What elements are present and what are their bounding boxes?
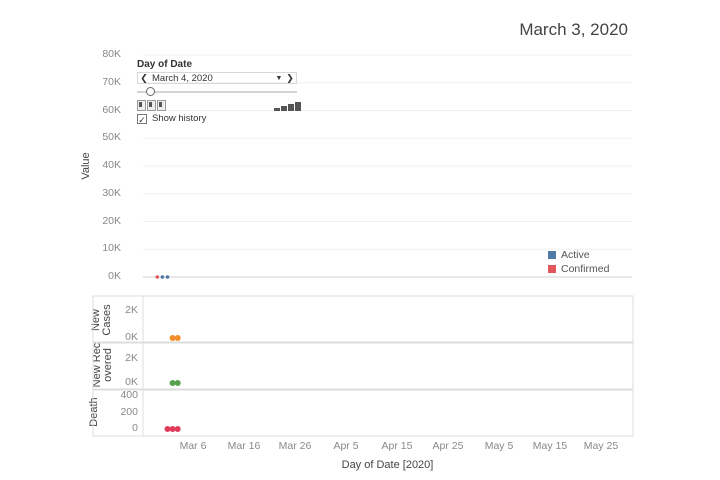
main-y-tick: 40K bbox=[102, 159, 121, 171]
step-back-icon[interactable] bbox=[137, 100, 146, 111]
x-tick: Mar 26 bbox=[278, 440, 312, 452]
main-y-tick: 80K bbox=[102, 48, 121, 60]
legend-label-confirmed: Confirmed bbox=[561, 263, 610, 275]
x-tick: May 5 bbox=[484, 440, 514, 452]
panel-y-tick: 0 bbox=[132, 422, 138, 434]
data-point[interactable] bbox=[165, 275, 170, 279]
slider-thumb[interactable] bbox=[146, 87, 155, 96]
play-icon[interactable] bbox=[147, 100, 156, 111]
data-point[interactable] bbox=[155, 275, 160, 279]
main-y-tick: 0K bbox=[108, 270, 121, 282]
panel-y-tick: 0K bbox=[125, 331, 138, 343]
chart-marks bbox=[155, 275, 181, 432]
data-point[interactable] bbox=[169, 335, 176, 341]
page-title: March 3, 2020 bbox=[519, 20, 628, 39]
x-tick: May 15 bbox=[532, 440, 568, 452]
panel-y-tick: 2K bbox=[125, 304, 138, 316]
main-y-tick: 70K bbox=[102, 75, 121, 88]
show-history-control[interactable]: ✓ Show history bbox=[137, 113, 307, 125]
x-tick: Apr 15 bbox=[381, 440, 413, 452]
data-point[interactable] bbox=[174, 426, 181, 432]
slider-line bbox=[137, 91, 297, 93]
date-dropdown-value: March 4, 2020 bbox=[152, 72, 213, 84]
data-point[interactable] bbox=[164, 426, 171, 432]
x-tick: May 25 bbox=[583, 440, 619, 452]
legend: Active Confirmed bbox=[548, 248, 609, 276]
main-gridlines bbox=[143, 54, 632, 278]
data-point[interactable] bbox=[160, 275, 165, 279]
legend-label-active: Active bbox=[561, 249, 590, 261]
legend-item-active[interactable]: Active bbox=[548, 248, 609, 262]
slider-title: Day of Date bbox=[137, 59, 193, 70]
main-y-tick: 60K bbox=[102, 103, 121, 116]
legend-swatch-confirmed bbox=[548, 265, 556, 273]
data-point[interactable] bbox=[174, 380, 181, 386]
x-tick: Mar 6 bbox=[179, 440, 207, 452]
panel-y-tick: 400 bbox=[120, 389, 138, 401]
main-y-tick: 20K bbox=[102, 214, 121, 227]
panel-y-tick: 0K bbox=[125, 376, 138, 388]
data-point[interactable] bbox=[169, 426, 176, 432]
playback-controls bbox=[137, 100, 301, 111]
show-history-checkbox[interactable]: ✓ bbox=[137, 113, 147, 125]
step-forward-icon[interactable] bbox=[157, 100, 166, 111]
x-tick: Apr 25 bbox=[432, 440, 464, 452]
legend-swatch-active bbox=[548, 251, 556, 259]
main-y-tick: 50K bbox=[102, 131, 121, 144]
x-tick: Apr 5 bbox=[333, 440, 359, 452]
speed-icon[interactable] bbox=[273, 100, 301, 111]
panel-frame-new-cases bbox=[92, 295, 634, 343]
chevron-right-icon[interactable]: ❯ bbox=[286, 72, 294, 83]
caret-down-icon[interactable]: ▼ bbox=[275, 74, 283, 82]
panel-frame-death bbox=[92, 389, 634, 437]
date-slider-track[interactable] bbox=[137, 87, 297, 97]
main-y-tick: 30K bbox=[102, 186, 121, 199]
date-dropdown[interactable]: ❮ March 4, 2020 ▼ ❯ bbox=[137, 72, 297, 84]
x-tick: Mar 16 bbox=[227, 440, 261, 452]
panel-frame-new-recovered bbox=[92, 342, 634, 390]
x-axis-title: Day of Date [2020] bbox=[341, 459, 434, 471]
panel-y-tick: 200 bbox=[120, 405, 138, 418]
chevron-left-icon[interactable]: ❮ bbox=[140, 72, 148, 83]
data-point[interactable] bbox=[169, 380, 176, 386]
date-slider-card: Day of Date ❮ March 4, 2020 ▼ ❯ ✓ Show h… bbox=[137, 59, 307, 125]
panel-y-tick: 2K bbox=[125, 352, 138, 364]
data-point[interactable] bbox=[174, 335, 181, 341]
show-history-label: Show history bbox=[152, 113, 207, 124]
main-y-tick: 10K bbox=[102, 242, 121, 255]
legend-item-confirmed[interactable]: Confirmed bbox=[548, 262, 609, 276]
